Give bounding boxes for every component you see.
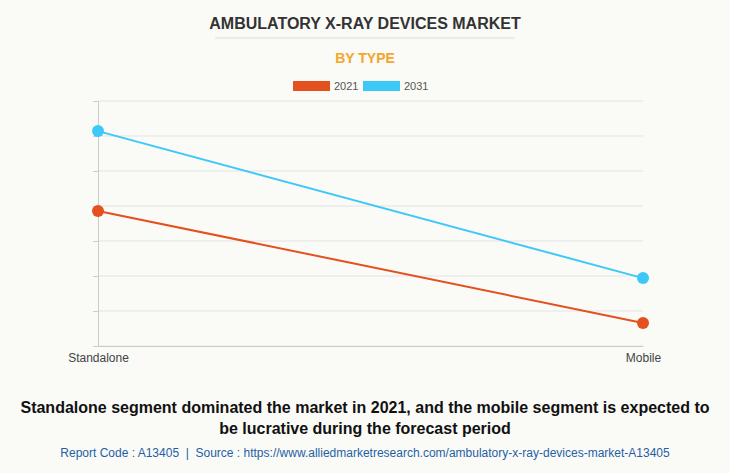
source-note: Report Code : A13405 | Source : https://… — [0, 446, 730, 460]
grid — [98, 101, 643, 346]
x-axis: Standalone Mobile — [68, 347, 661, 365]
grid-line — [98, 241, 643, 242]
y-tick — [93, 241, 98, 242]
grid-line — [98, 276, 643, 277]
series-marker — [92, 205, 104, 217]
legend-swatch — [363, 81, 400, 91]
series-marker — [637, 272, 649, 284]
x-tick: Standalone — [68, 351, 129, 365]
series-marker — [92, 125, 104, 137]
y-tick-mark — [93, 346, 98, 347]
y-tick — [93, 276, 98, 277]
x-tick-label: Mobile — [626, 351, 662, 365]
y-tick — [93, 101, 98, 102]
grid-line — [98, 206, 643, 207]
x-tick: Mobile — [626, 351, 662, 365]
title: AMBULATORY X-RAY DEVICES MARKET — [209, 15, 521, 32]
y-tick — [93, 171, 98, 172]
y-tick-mark — [93, 311, 98, 312]
legend-label: 2031 — [404, 80, 428, 92]
series-line — [98, 131, 643, 278]
y-axis-line — [93, 102, 99, 347]
grid-line — [98, 171, 643, 172]
subtitle: BY TYPE — [335, 50, 395, 66]
grid-line — [98, 346, 643, 347]
x-tick-label: Standalone — [68, 351, 129, 365]
legend-swatch — [293, 81, 330, 91]
y-tick-mark — [93, 101, 98, 102]
y-axis — [93, 102, 99, 347]
grid-line — [98, 136, 643, 137]
legend-label: 2021 — [334, 80, 358, 92]
grid-line — [98, 101, 643, 102]
series-line — [98, 211, 643, 323]
x-axis-line — [99, 346, 644, 347]
y-tick-mark — [93, 171, 98, 172]
caption: Standalone segment dominated the market … — [20, 397, 710, 439]
series-marker — [637, 317, 649, 329]
plot-area — [92, 125, 649, 329]
title-rule — [215, 38, 515, 39]
grid-line — [98, 311, 643, 312]
legend: 2021 2031 — [293, 80, 428, 92]
y-tick — [93, 346, 98, 347]
y-tick-mark — [93, 241, 98, 242]
y-tick-mark — [93, 276, 98, 277]
y-tick — [93, 311, 98, 312]
